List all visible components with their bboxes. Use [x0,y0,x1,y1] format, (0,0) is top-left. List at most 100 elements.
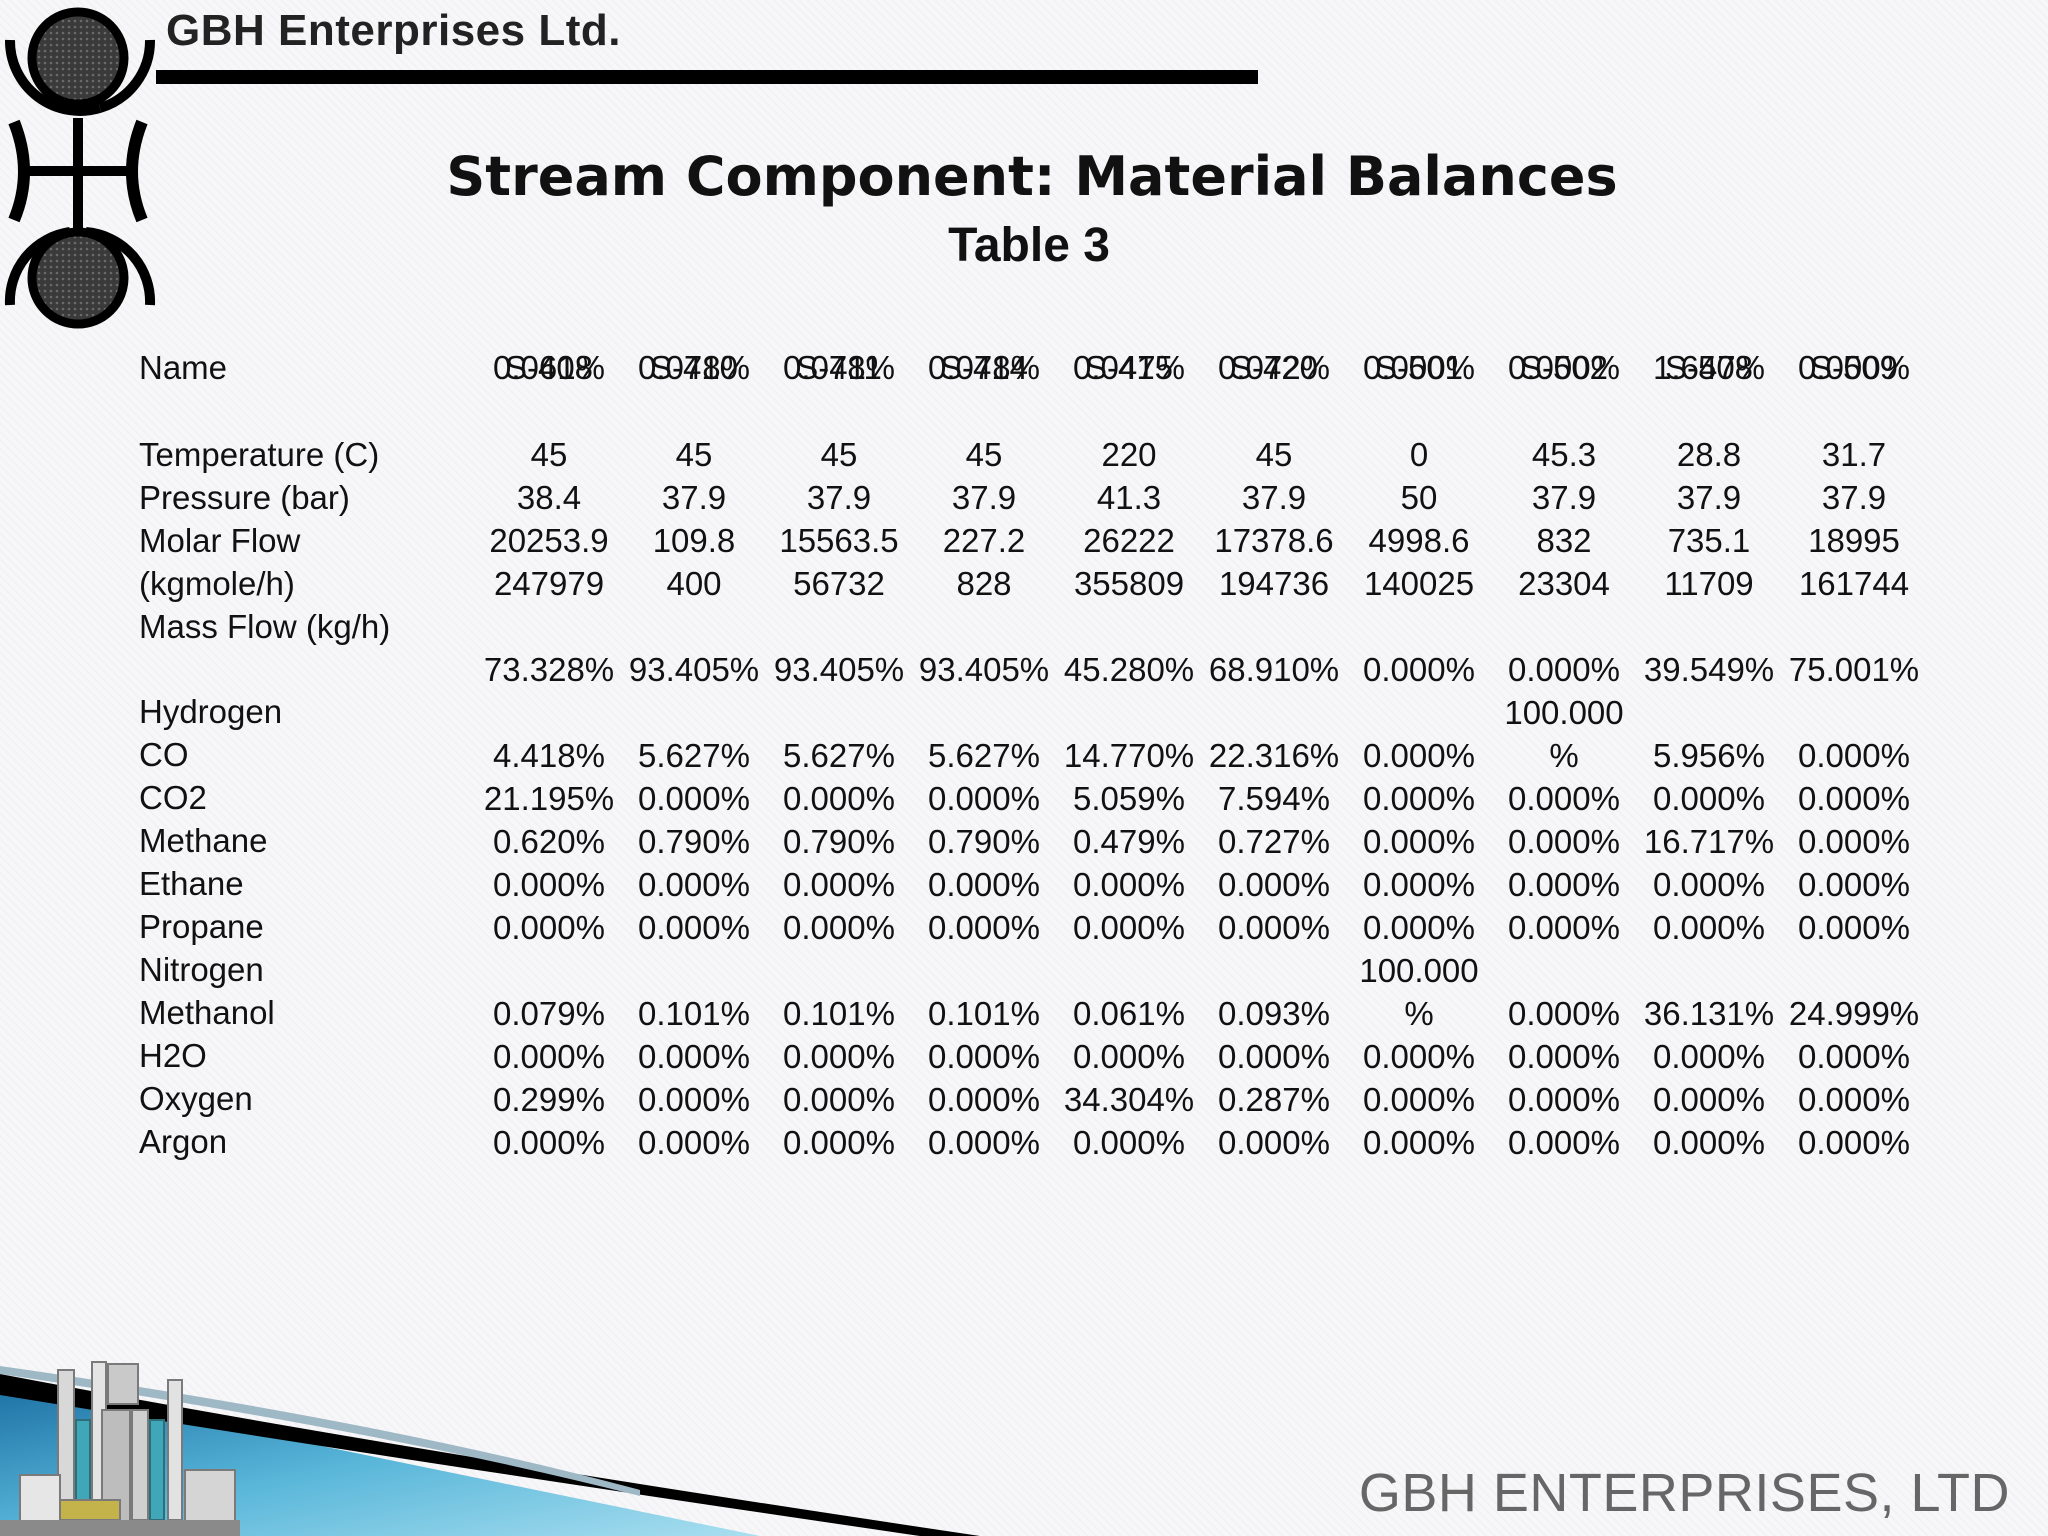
column-header: S-509 [1809,349,1899,386]
table-cell: 0.790% [638,823,750,860]
table-cell: 0.000% [928,780,1040,817]
table-cell: 0.000% [1218,909,1330,946]
table-cell: 0.000% [928,1124,1040,1161]
row-label: Argon [139,1123,228,1160]
table-cell: 0.000% [1363,780,1475,817]
table-cell: 68.910% [1208,651,1340,688]
table-cell: 37.9 [661,479,727,516]
table-cell: 37.9 [951,479,1017,516]
table-cell: 0.479% [1073,823,1185,860]
table-cell: 0.287% [1218,1081,1330,1118]
table-cell: 0.000% [928,866,1040,903]
table-cell: 37.9 [1821,479,1887,516]
table-cell: 0.000% [1798,737,1910,774]
row-label: Methane [139,822,268,859]
table-subtitle: Table 3 [948,219,1110,272]
table-cell: 11709 [1664,565,1754,602]
table-cell: 355809 [1073,565,1185,602]
table-cell: 0.000% [1653,1081,1765,1118]
table-cell: 5.627% [638,737,750,774]
table-cell: 4.418% [493,737,605,774]
row-label: CO2 [139,779,207,816]
table-cell: 100.000 [1359,952,1479,989]
table-cell: 37.9 [1531,479,1597,516]
table-cell: 0.000% [493,909,605,946]
column-header: S-508 [1664,349,1754,386]
table-cell: 0.000% [1218,1038,1330,1075]
table-cell: 45 [1255,436,1293,473]
table-cell: 45 [820,436,858,473]
table-cell: 0.093% [1218,995,1330,1032]
table-cell: 38.4 [516,479,582,516]
table-cell: 0.000% [493,1124,605,1161]
table-cell: 15563.5 [779,522,899,559]
footer-company-name: GBH ENTERPRISES, LTD [1358,1463,2010,1523]
table-cell: 0.000% [1653,866,1765,903]
table-cell: 5.627% [928,737,1040,774]
table-cell: 0.000% [1653,909,1765,946]
table-cell: 0.000% [1073,1124,1185,1161]
table-cell: 37.9 [1676,479,1742,516]
table-cell: 0.000% [1508,651,1620,688]
table-cell: 39.549% [1643,651,1775,688]
table-cell: 0.727% [1218,823,1330,860]
table-cell: 0.000% [783,909,895,946]
table-cell: 0.000% [1363,651,1475,688]
table-cell: 194736 [1218,565,1330,602]
refinery-illustration [0,1361,240,1536]
table-cell: 400 [666,565,722,602]
table-cell: 0.000% [1798,1038,1910,1075]
table-cell: 0.000% [1218,866,1330,903]
column-header: S-414 [939,349,1029,386]
table-cell: 36.131% [1643,995,1775,1032]
table-cell: 0.000% [1508,780,1620,817]
table-cell: 0.000% [1798,909,1910,946]
table-cell: 93.405% [918,651,1050,688]
table-cell: 1.647% [1653,349,1765,386]
table-cell: 0.000% [1798,866,1910,903]
table-cell: 45.280% [1063,651,1195,688]
table-cell: 0.000% [638,909,750,946]
table-cell: 24.999% [1788,995,1920,1032]
table-cell: 93.405% [773,651,905,688]
table-cell: 0.000% [638,866,750,903]
table-cell: 0.000% [783,1038,895,1075]
table-cell: 0.000% [1653,1038,1765,1075]
table-cell: 0.000% [1508,866,1620,903]
table-cell: 0.000% [1073,866,1185,903]
table-cell: 41.3 [1096,479,1162,516]
table-cell: 75.001% [1788,651,1920,688]
table-cell: 7.594% [1218,780,1330,817]
table-cell: 5.059% [1073,780,1185,817]
header-rule [156,70,1258,84]
row-label: CO [139,736,189,773]
column-header: S-502 [1519,349,1609,386]
table-cell: 22.316% [1208,737,1340,774]
table-cell: 0.079% [493,995,605,1032]
table-cell: 0.047% [1073,349,1185,386]
table-cell: 0.620% [493,823,605,860]
table-cell: 0.000% [1508,1038,1620,1075]
table-cell: 28.8 [1676,436,1742,473]
table-cell: 0.101% [783,995,895,1032]
table-cell: 0.000% [1073,1038,1185,1075]
row-label: Pressure (bar) [139,479,350,516]
row-label: Mass Flow (kg/h) [139,608,391,645]
table-cell: 220 [1101,436,1157,473]
table-cell: 0.000% [783,866,895,903]
table-cell: 247979 [493,565,605,602]
column-header: S-501 [1374,349,1464,386]
table-cell: 0.000% [1798,349,1910,386]
row-label: (kgmole/h) [139,565,295,602]
table-cell: 17378.6 [1214,522,1334,559]
table-cell: 23304 [1518,565,1610,602]
table-cell: 0.000% [1798,823,1910,860]
table-cell: 0.000% [1798,1081,1910,1118]
table-cell: 109.8 [652,522,736,559]
table-cell: 0.101% [928,995,1040,1032]
footer-decoration [0,1361,980,1536]
table-cell: 0.000% [1508,1081,1620,1118]
row-label: Temperature (C) [139,436,380,473]
table-cell: 0.790% [928,823,1040,860]
material-balance-table: Name S-408 S-410 S-411 S-414 S-415 S-420 S-501… [139,346,1939,1206]
